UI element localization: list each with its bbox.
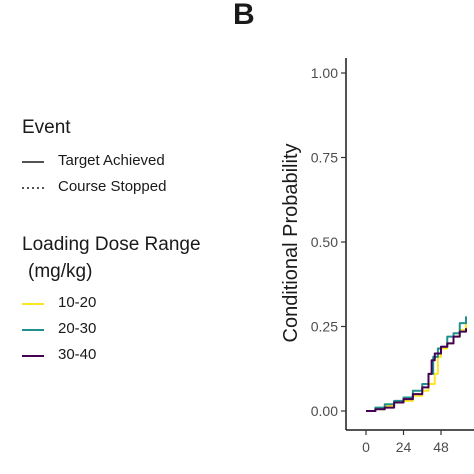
y-axis-label: Conditional Probability <box>280 143 302 342</box>
legend-label-target-achieved: Target Achieved <box>58 152 165 169</box>
legend-label-10-20: 10-20 <box>58 294 97 311</box>
x-tick-label: 0 <box>362 439 370 455</box>
legend-label-30-40: 30-40 <box>58 346 97 363</box>
series-line-30-40 <box>366 328 467 412</box>
panel-letter: B <box>233 0 255 31</box>
legend-label-course-stopped: Course Stopped <box>58 178 167 195</box>
legend-title-dose: Loading Dose Range <box>22 234 201 255</box>
series-line-10-20 <box>366 319 467 412</box>
y-tick-label: 0.75 <box>311 150 338 166</box>
legend-title-event: Event <box>22 117 71 138</box>
y-tick-label: 0.50 <box>311 234 338 250</box>
series-group <box>366 316 467 412</box>
x-tick-label: 24 <box>396 439 412 455</box>
axes: 0.00 0.25 0.50 0.75 1.00 0 24 48 <box>311 58 474 455</box>
y-tick-label: 0.00 <box>311 403 338 419</box>
legend-label-20-30: 20-30 <box>58 320 97 337</box>
y-tick-label: 1.00 <box>311 65 338 81</box>
x-tick-label: 48 <box>433 439 449 455</box>
legend-title-dose-unit: (mg/kg) <box>28 261 93 282</box>
series-line-20-30 <box>366 316 467 412</box>
y-tick-label: 0.25 <box>311 319 338 335</box>
